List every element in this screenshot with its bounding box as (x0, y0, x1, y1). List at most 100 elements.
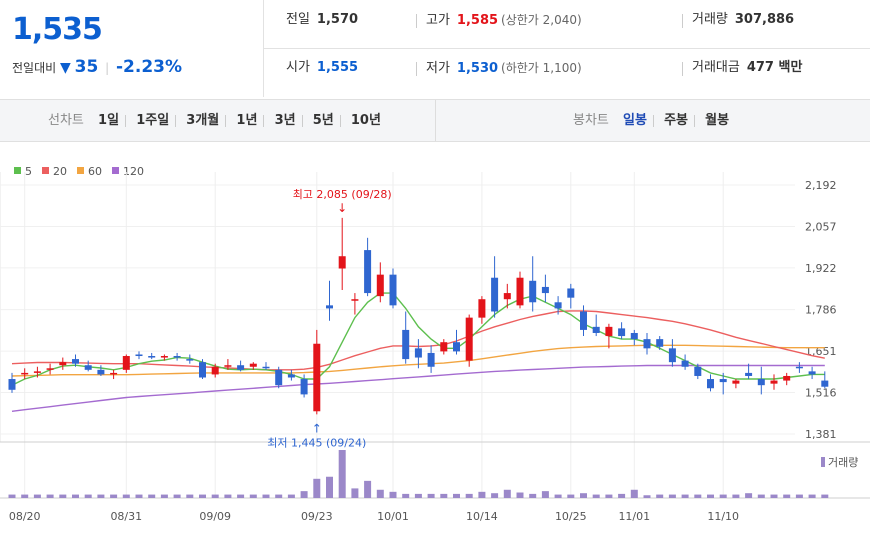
candle-body (224, 365, 232, 367)
price-panel: 1,535 전일대비 ▼ 35 | -2.23% (0, 0, 264, 97)
volume-bar (376, 489, 384, 498)
x-tick-label: 11/01 (618, 510, 650, 523)
divider: | (105, 61, 110, 75)
candle-body (795, 366, 803, 369)
volume-bar (33, 494, 41, 498)
down-arrow-icon: ↓ (337, 201, 347, 215)
volume-bar (110, 494, 118, 498)
candle-body (402, 329, 410, 360)
tab-1w[interactable]: 1주일 (136, 113, 170, 128)
legend-swatch (77, 167, 84, 174)
ma120-line (11, 364, 825, 412)
amount-label: 거래대금 (692, 60, 740, 75)
x-tick-label: 09/09 (199, 510, 231, 523)
tab-10y[interactable]: 10년 (350, 113, 381, 128)
volume-bar (389, 491, 397, 498)
volume-bar (287, 494, 295, 498)
y-tick-label: 1,786 (805, 304, 837, 317)
prev-close-value: 1,570 (316, 12, 359, 27)
volume-bar (414, 493, 422, 498)
candle-body (338, 256, 346, 269)
volume-bar (224, 494, 232, 498)
divider (652, 114, 654, 127)
volume-bar (173, 494, 181, 498)
legend-swatch (42, 167, 49, 174)
candle-body (84, 365, 92, 370)
volume-value: 307,886 (734, 12, 795, 27)
volume-bar (46, 494, 54, 498)
candle-body (541, 286, 549, 294)
volume-bar (186, 494, 194, 498)
prev-close-label: 전일 (286, 12, 310, 27)
volume-legend-swatch (821, 457, 825, 467)
candle-body (719, 379, 727, 383)
volume-bar (503, 489, 511, 498)
lower-limit: (하한가 1,100) (501, 61, 582, 75)
candle-body (389, 274, 397, 306)
candle-body (681, 360, 689, 367)
candle-body (414, 348, 422, 358)
line-chart-label: 선차트 (48, 113, 84, 128)
stats-row: 시가 1,555 저가 1,530 (하한가 1,100) 거래대금 477 백만 (264, 48, 870, 96)
tab-3y[interactable]: 3년 (274, 113, 296, 128)
legend-label: 60 (88, 165, 102, 178)
tab-1y[interactable]: 1년 (236, 113, 258, 128)
legend-label: 120 (123, 165, 144, 178)
divider (694, 114, 696, 127)
high-label: 고가 (426, 13, 450, 28)
tab-1d[interactable]: 1일 (98, 113, 120, 128)
candle-body (529, 280, 537, 303)
volume-bar (554, 494, 562, 498)
divider (263, 114, 265, 127)
volume-bar (453, 493, 460, 498)
volume-bar (160, 494, 168, 498)
volume-bar (300, 491, 308, 498)
legend-swatch (14, 167, 21, 174)
low-cell: 저가 1,530 (하한가 1,100) (426, 48, 582, 96)
min-price-label: 최저 1,445 (09/24) (267, 436, 366, 449)
volume-bar (732, 494, 740, 498)
volume-bar (97, 494, 105, 498)
candle-chart-tabs: 봉차트 일봉 주봉 월봉 (573, 100, 729, 141)
x-tick-label: 10/25 (555, 510, 587, 523)
ma5-line (11, 292, 825, 386)
tab-5y[interactable]: 5년 (312, 113, 334, 128)
tab-daily[interactable]: 일봉 (623, 113, 647, 128)
candle-body (618, 328, 626, 337)
volume-bar (567, 494, 575, 498)
volume-bar (795, 494, 803, 498)
tab-weekly[interactable]: 주봉 (664, 113, 689, 128)
volume-bar (364, 480, 372, 498)
candle-body (33, 371, 41, 373)
candle-body (376, 274, 384, 297)
legend-swatch (112, 167, 119, 174)
tab-3m[interactable]: 3개월 (186, 113, 220, 128)
candle-body (643, 339, 651, 349)
candle-body (503, 293, 511, 300)
volume-bar (630, 489, 638, 498)
candle-body (8, 379, 16, 390)
candle-body (592, 326, 600, 333)
volume-bar (465, 493, 473, 498)
candle-body (300, 379, 308, 395)
tab-monthly[interactable]: 월봉 (705, 113, 730, 128)
candle-body (694, 366, 702, 376)
volume-bar (694, 494, 702, 498)
change-value: 35 (74, 57, 99, 77)
candle-body (465, 317, 473, 361)
candle-body (757, 379, 765, 386)
volume-label: 거래량 (692, 12, 728, 27)
volume-bar (592, 494, 600, 498)
divider (175, 114, 177, 127)
divider (125, 114, 127, 127)
volume-bar (643, 495, 651, 498)
volume-bar (719, 494, 727, 498)
candle-body (148, 356, 156, 358)
volume-bar (402, 493, 410, 498)
divider (301, 114, 303, 127)
change-label: 전일대비 (12, 61, 57, 75)
volume-bar (199, 494, 206, 498)
volume-bar (338, 450, 346, 498)
volume-bar (237, 494, 245, 498)
prev-close-cell: 전일 1,570 (286, 0, 358, 48)
